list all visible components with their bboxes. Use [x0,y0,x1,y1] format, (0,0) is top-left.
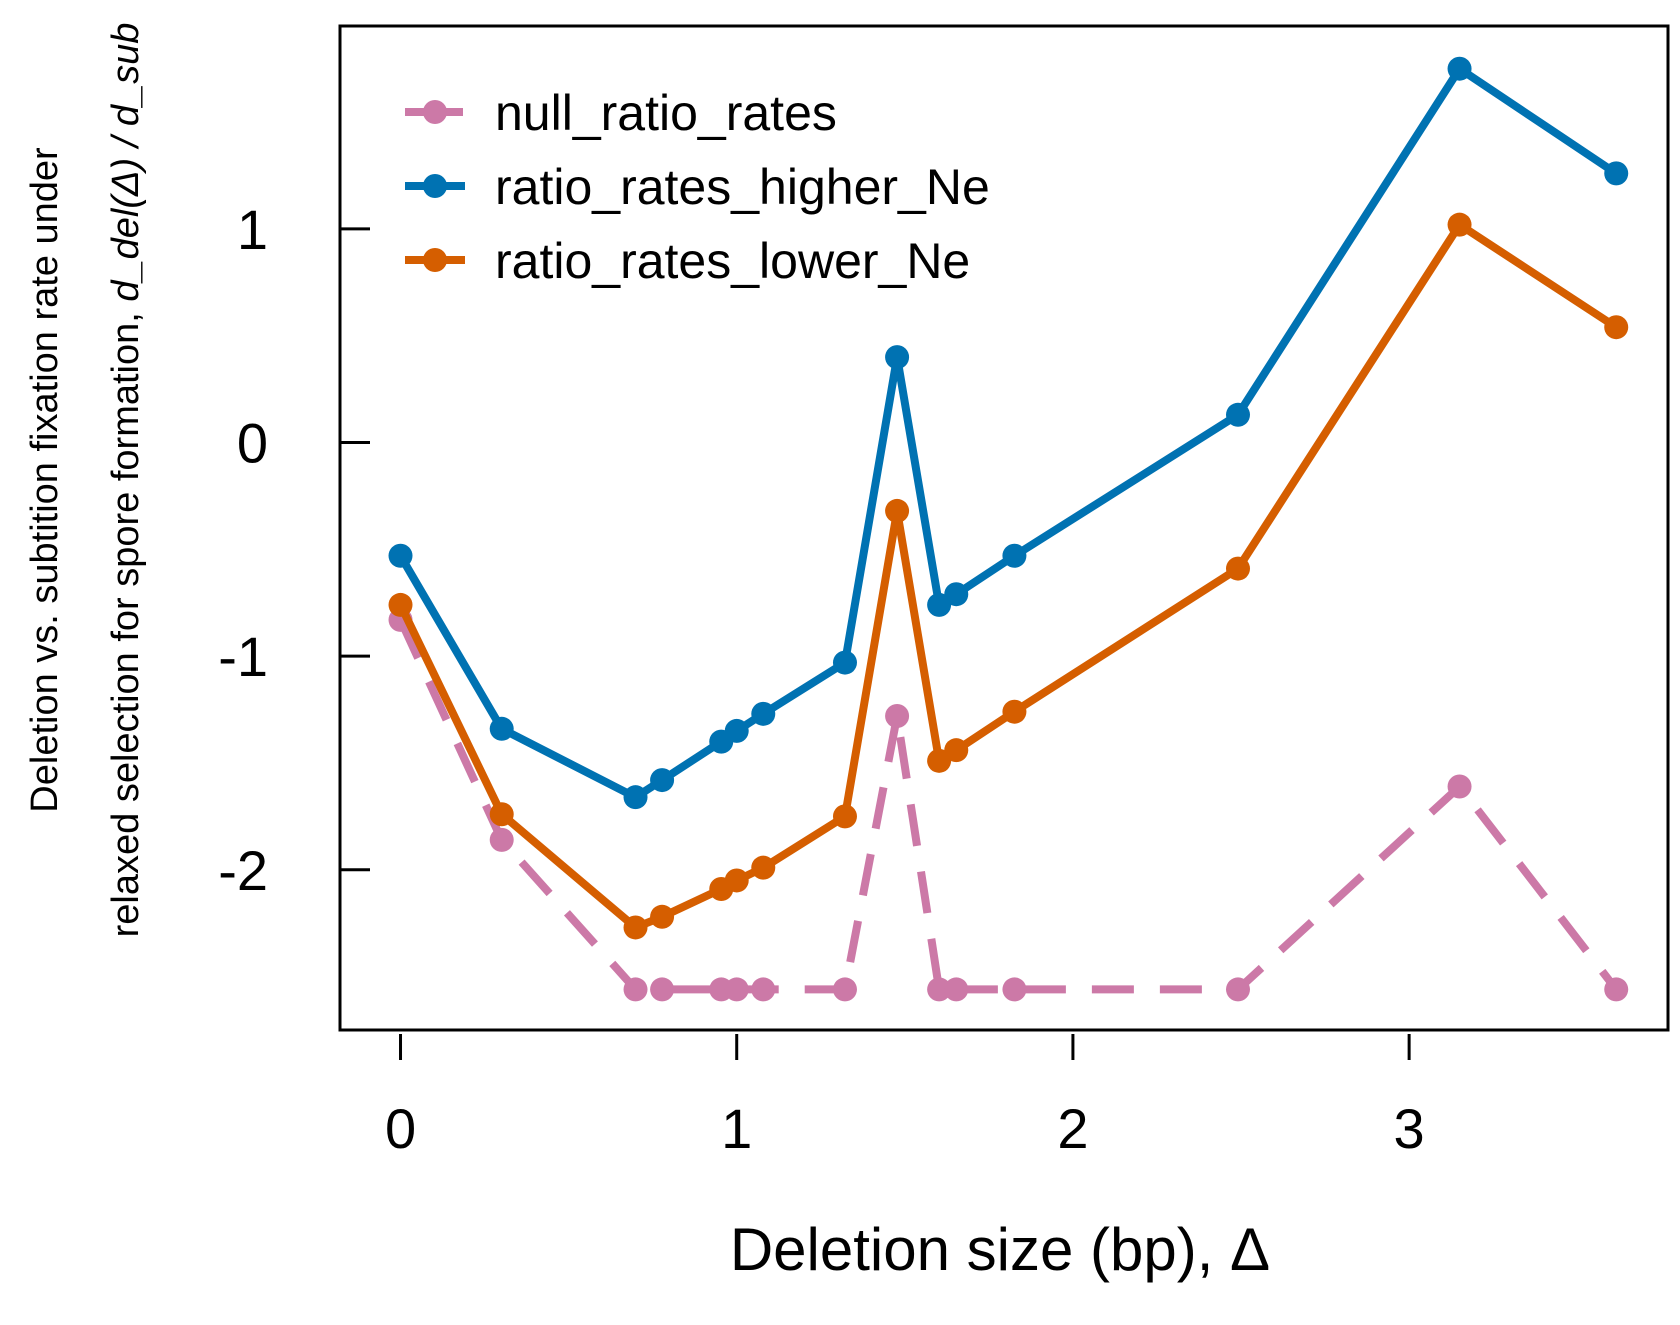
y-tick-label: 0 [237,412,268,475]
series-line [396,618,1620,994]
data-point [832,977,857,1002]
data-point [927,592,952,617]
legend-label: ratio_rates_lower_Ne [495,233,970,289]
x-tick-label: 2 [1057,1097,1088,1160]
data-point [885,703,910,728]
data-point [944,977,969,1002]
x-tick-label: 3 [1394,1097,1425,1160]
data-point [832,650,857,675]
legend-label: null_ratio_rates [495,85,837,141]
data-point [388,543,413,568]
data-point [650,768,675,793]
data-point [1002,699,1027,724]
data-point [650,977,675,1002]
data-point [1225,402,1250,427]
data-point [1447,56,1472,81]
data-point [724,868,749,893]
data-point [751,855,776,880]
data-point [885,345,910,370]
y-tick-label: -1 [218,625,268,688]
x-axis-title: Deletion size (bp), Δ [730,1216,1270,1283]
data-point [751,701,776,726]
series-2 [388,212,1629,940]
legend-entry: ratio_rates_higher_Ne [405,159,990,215]
axes-layer: 0 1 2 3 1 0 -1 -2 [218,24,1670,1160]
x-tick-label: 1 [721,1097,752,1160]
data-point [944,582,969,607]
data-point [1002,977,1027,1002]
data-point [885,498,910,523]
y-axis-title-line-1: Deletion vs. subtition fixation rate und… [24,147,66,813]
series-layer [388,56,1629,1002]
series-0 [388,607,1629,1002]
legend-swatch-marker [423,100,447,124]
y-axis-title-line-2-math: d_del(Δ) / d_sub [105,23,147,302]
y-tick-label: 1 [237,198,268,261]
y-tick-label: -2 [218,839,268,902]
data-point [623,977,648,1002]
data-point [944,738,969,763]
data-point [832,804,857,829]
data-point [1002,543,1027,568]
legend-label: ratio_rates_higher_Ne [495,159,990,215]
legend-entry: null_ratio_rates [405,85,837,141]
plot-frame [338,24,1670,1032]
data-point [927,977,952,1002]
y-axis-title-line-2: relaxed selection for spore formation, d… [105,23,147,938]
x-tick-label: 0 [385,1097,416,1160]
y-axis-title-line-2-text: relaxed selection for spore formation, [105,302,147,938]
series-1 [388,56,1629,810]
data-point [724,718,749,743]
data-point [927,748,952,773]
data-point [751,977,776,1002]
data-point [650,904,675,929]
data-point [623,785,648,810]
data-point [1604,315,1629,340]
data-point [724,977,749,1002]
data-point [489,716,514,741]
series-line [396,220,1619,932]
data-point [1604,977,1629,1002]
legend-swatch-marker [423,174,447,198]
data-point [1225,556,1250,581]
data-point [489,827,514,852]
data-point [1447,774,1472,799]
data-point [489,802,514,827]
y-axis-title: Deletion vs. subtition fixation rate und… [24,23,147,938]
legend: null_ratio_rates ratio_rates_higher_Nerat… [405,85,990,289]
data-point [1604,161,1629,186]
data-point [1225,977,1250,1002]
legend-swatch-marker [423,248,447,272]
legend-entry: ratio_rates_lower_Ne [405,233,970,289]
data-point [388,592,413,617]
data-point [623,915,648,940]
data-point [1447,212,1472,237]
